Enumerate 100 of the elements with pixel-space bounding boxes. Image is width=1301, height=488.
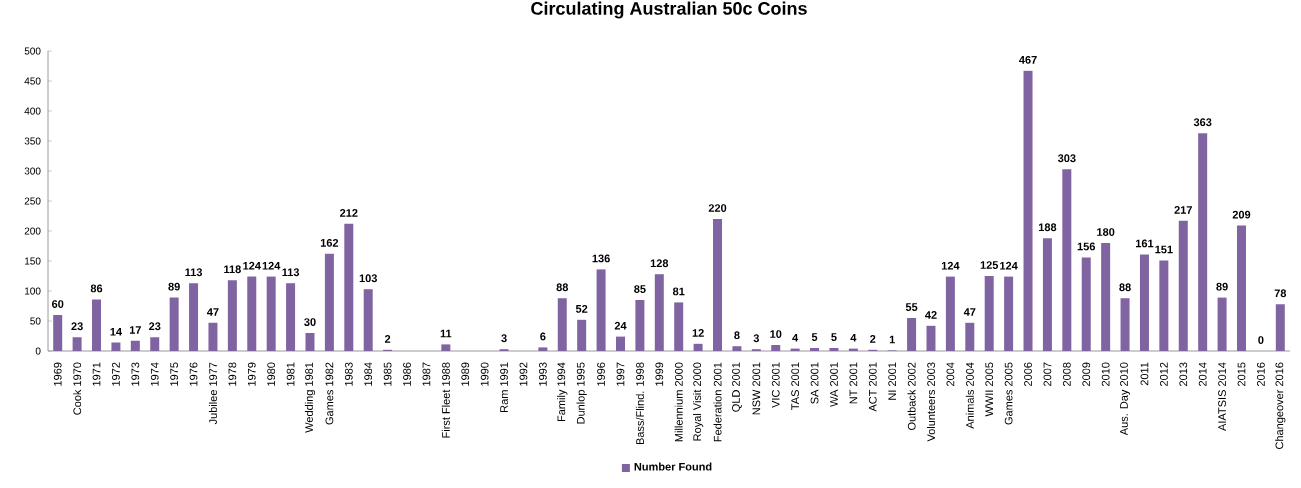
bar (1101, 243, 1111, 351)
data-label: 81 (672, 287, 685, 296)
data-label: 2 (384, 335, 391, 343)
bar (829, 348, 839, 351)
x-tick-label: 1985 (383, 362, 392, 386)
data-label: 24 (614, 321, 627, 330)
data-label: 128 (650, 259, 669, 268)
x-tick-label: 2008 (1062, 362, 1071, 386)
bar (1198, 133, 1208, 351)
bar (693, 343, 703, 351)
bar (189, 283, 199, 351)
x-tick-label: Millennium 2000 (674, 362, 683, 442)
bar (1042, 238, 1052, 351)
x-tick-label: Dunlop 1995 (576, 362, 587, 424)
bar (732, 346, 742, 351)
x-tick-label: Changeover 2016 (1275, 362, 1286, 449)
bar (577, 319, 587, 351)
x-tick-label: 1983 (344, 362, 353, 386)
x-tick-label: 1996 (597, 362, 605, 386)
data-label: 1 (889, 335, 895, 344)
x-tick-label: Jubilee 1977 (208, 362, 217, 425)
x-tick-label: 1997 (616, 362, 625, 386)
data-label: 113 (185, 268, 203, 277)
data-label: 124 (1000, 261, 1018, 270)
bar (654, 274, 664, 351)
data-label: 47 (207, 308, 219, 316)
data-label: 60 (52, 300, 64, 308)
bar (150, 337, 160, 351)
bar (926, 325, 936, 351)
bar (1120, 298, 1130, 351)
bar (1023, 70, 1033, 351)
x-tick-label: NT 2001 (849, 362, 858, 404)
x-tick-label: 2014 (1198, 362, 1207, 386)
data-label: 55 (905, 303, 918, 311)
y-tick-label: 350 (24, 137, 41, 145)
bar (674, 302, 684, 351)
bar (1004, 276, 1014, 351)
data-label: 89 (1216, 282, 1228, 291)
x-tick-label: 1986 (403, 362, 411, 386)
x-tick-label: NI 2001 (888, 362, 897, 400)
bar (1275, 304, 1285, 351)
data-label: 8 (734, 331, 740, 340)
y-tick-label: 250 (24, 197, 41, 205)
x-tick-label: Family 1994 (557, 362, 568, 422)
data-label: 52 (575, 304, 588, 313)
data-label: 4 (792, 333, 799, 342)
x-tick-label: First Fleet 1988 (441, 362, 450, 438)
x-tick-label: Bass/Flind. 1998 (635, 362, 644, 445)
data-label: 217 (1174, 206, 1192, 214)
x-tick-label: 2015 (1237, 362, 1246, 386)
x-tick-label: 1999 (655, 362, 664, 386)
x-tick-label: Games 1982 (325, 362, 334, 425)
data-label: 42 (925, 311, 937, 319)
bar (984, 276, 994, 351)
data-label: 10 (770, 330, 782, 338)
data-label: 124 (941, 261, 960, 270)
bar (965, 322, 975, 351)
x-tick-label: 1978 (228, 362, 237, 386)
data-label: 188 (1038, 223, 1057, 232)
data-label: 5 (811, 333, 818, 341)
data-label: 113 (282, 268, 300, 277)
bar (227, 280, 237, 351)
x-tick-label: 2013 (1179, 362, 1188, 386)
bar (810, 348, 820, 351)
x-tick-label: Games 2005 (1004, 362, 1013, 425)
bar (305, 333, 315, 351)
x-tick-label: Animals 2004 (965, 362, 974, 429)
bar (286, 283, 296, 351)
y-tick-label: 300 (24, 167, 41, 175)
x-tick-label: 1975 (170, 362, 179, 386)
bar (72, 337, 82, 351)
data-label: 118 (224, 265, 241, 274)
data-label: 12 (692, 329, 704, 337)
x-tick-label: Wedding 1981 (304, 362, 316, 433)
y-tick-label: 150 (25, 257, 41, 265)
chart-title: Circulating Australian 50c Coins (531, 1, 807, 19)
bar (615, 336, 625, 351)
x-tick-label: Royal Visit 2000 (692, 362, 704, 441)
bar (907, 318, 917, 351)
x-tick-label: 1992 (519, 362, 528, 386)
x-tick-label: TAS 2001 (791, 362, 800, 410)
data-label: 180 (1097, 228, 1115, 236)
x-tick-label: 2004 (946, 362, 955, 386)
bar (596, 269, 606, 351)
x-tick-label: 1990 (480, 362, 489, 386)
bar (266, 276, 276, 351)
x-tick-label: 1989 (461, 362, 470, 386)
data-label: 125 (980, 261, 999, 269)
data-label: 103 (359, 274, 377, 283)
data-label: 124 (262, 261, 281, 270)
x-tick-label: NSW 2001 (752, 362, 761, 415)
data-label: 4 (850, 333, 857, 342)
bar (92, 299, 102, 351)
data-label: 161 (1135, 239, 1154, 248)
x-tick-label: 1981 (286, 362, 295, 386)
y-tick-label: 450 (24, 77, 41, 85)
data-label: 124 (243, 261, 261, 270)
x-tick-label: 2011 (1140, 362, 1149, 386)
bar (557, 298, 567, 351)
x-tick-label: VIC 2001 (771, 362, 780, 408)
